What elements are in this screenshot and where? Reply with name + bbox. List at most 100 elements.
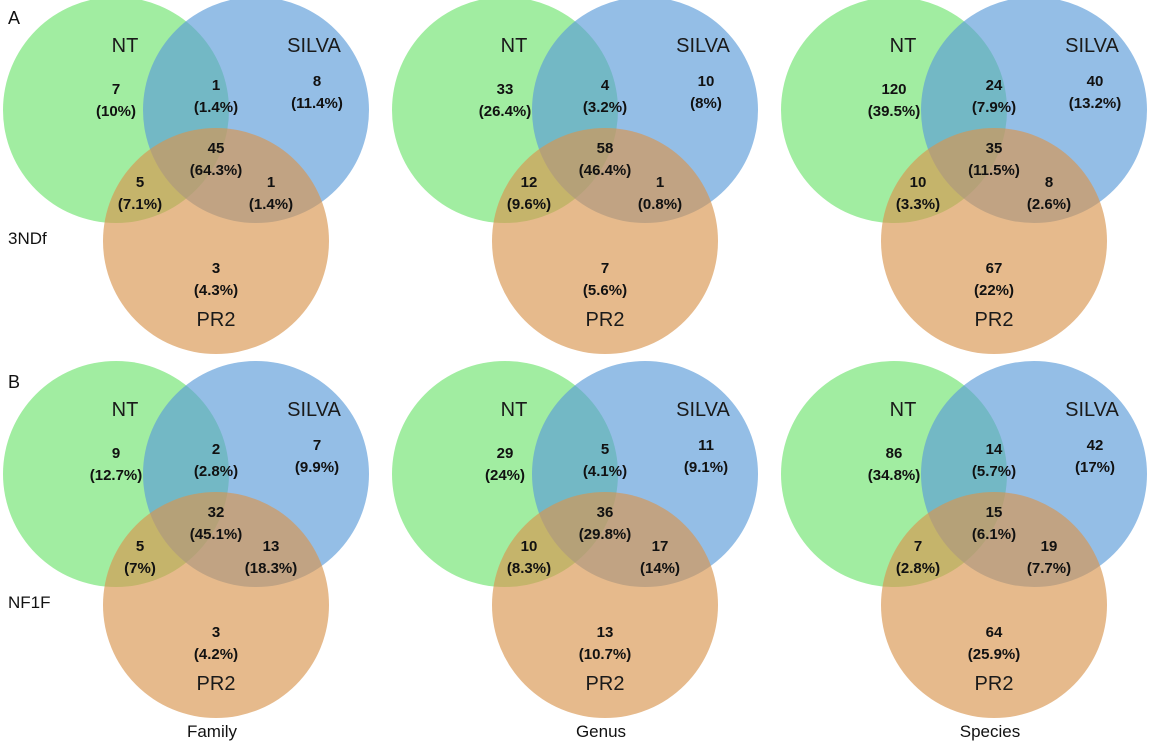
- region-count-nt-only: 7: [112, 81, 120, 98]
- region-percent-nt-silva: (1.4%): [194, 99, 238, 116]
- venn-panel-NF1F-Genus: NT SILVA PR2 29 (24%) 11 (9.1%) 5 (4.1%) 36 (29.8%…: [392, 361, 758, 718]
- region-percent-nt-pr2: (3.3%): [896, 196, 940, 213]
- region-count-nt-pr2: 10: [521, 538, 538, 555]
- pr2-set-label: PR2: [197, 309, 236, 331]
- region-count-silva-only: 8: [313, 73, 321, 90]
- venn-panel-3NDf-Species: NT SILVA PR2 120 (39.5%) 40 (13.2%) 24 (7.9%) 35 (…: [781, 0, 1147, 354]
- region-count-nt-pr2: 10: [910, 174, 927, 191]
- region-percent-all: (64.3%): [190, 162, 243, 179]
- row-label: 3NDf: [8, 229, 47, 248]
- region-count-silva-pr2: 13: [263, 538, 280, 555]
- region-count-nt-only: 33: [497, 81, 514, 98]
- region-count-silva-only: 40: [1087, 73, 1104, 90]
- region-percent-nt-pr2: (9.6%): [507, 196, 551, 213]
- pr2-set-label: PR2: [586, 673, 625, 695]
- region-count-nt-pr2: 12: [521, 174, 538, 191]
- silva-set-label: SILVA: [1065, 399, 1119, 421]
- region-percent-all: (11.5%): [968, 162, 1020, 179]
- nt-set-label: NT: [112, 35, 139, 57]
- nt-set-label: NT: [890, 399, 917, 421]
- region-percent-silva-only: (13.2%): [1069, 95, 1122, 112]
- region-percent-all: (45.1%): [190, 526, 243, 543]
- region-percent-all: (29.8%): [579, 526, 632, 543]
- nt-set-label: NT: [501, 35, 528, 57]
- region-percent-pr2-only: (25.9%): [968, 646, 1021, 663]
- region-percent-silva-only: (9.9%): [295, 459, 339, 476]
- region-percent-pr2-only: (10.7%): [579, 646, 632, 663]
- region-count-nt-silva: 24: [986, 77, 1003, 94]
- region-count-all: 32: [208, 504, 225, 521]
- column-label-genus: Genus: [576, 722, 626, 741]
- region-count-all: 36: [597, 504, 614, 521]
- pr2-set-label: PR2: [975, 309, 1014, 331]
- region-percent-pr2-only: (4.2%): [194, 646, 238, 663]
- silva-set-label: SILVA: [676, 35, 730, 57]
- region-percent-silva-pr2: (7.7%): [1027, 560, 1071, 577]
- region-percent-nt-only: (10%): [96, 103, 136, 120]
- region-percent-nt-only: (34.8%): [868, 467, 921, 484]
- region-percent-silva-pr2: (18.3%): [245, 560, 298, 577]
- region-percent-nt-only: (24%): [485, 467, 525, 484]
- region-count-silva-only: 42: [1087, 437, 1104, 454]
- region-percent-pr2-only: (4.3%): [194, 282, 238, 299]
- region-percent-silva-only: (9.1%): [684, 459, 728, 476]
- region-percent-nt-silva: (3.2%): [583, 99, 627, 116]
- region-count-nt-only: 9: [112, 445, 120, 462]
- region-count-silva-pr2: 19: [1041, 538, 1058, 555]
- region-count-nt-silva: 4: [601, 77, 610, 94]
- region-percent-nt-pr2: (7.1%): [118, 196, 162, 213]
- region-count-silva-pr2: 17: [652, 538, 669, 555]
- region-count-silva-only: 11: [698, 437, 714, 454]
- region-count-silva-pr2: 8: [1045, 174, 1053, 191]
- region-count-pr2-only: 3: [212, 260, 220, 277]
- region-percent-nt-only: (39.5%): [868, 103, 921, 120]
- pr2-circle: [881, 492, 1107, 718]
- region-count-pr2-only: 3: [212, 624, 220, 641]
- region-percent-pr2-only: (5.6%): [583, 282, 627, 299]
- region-count-nt-only: 86: [886, 445, 903, 462]
- region-count-silva-pr2: 1: [656, 174, 664, 191]
- pr2-circle: [492, 128, 718, 354]
- nt-set-label: NT: [112, 399, 139, 421]
- region-percent-nt-silva: (7.9%): [972, 99, 1016, 116]
- region-count-pr2-only: 64: [986, 624, 1003, 641]
- panel-letter: B: [8, 372, 20, 392]
- venn-panel-3NDf-Family: NT SILVA PR2 7 (10%) 8 (11.4%) 1 (1.4%) 45 (64.3%)…: [3, 0, 369, 354]
- venn-panel-NF1F-Family: NT SILVA PR2 9 (12.7%) 7 (9.9%) 2 (2.8%) 32 (45.1%…: [3, 361, 369, 718]
- region-percent-silva-pr2: (2.6%): [1027, 196, 1071, 213]
- pr2-circle: [103, 492, 329, 718]
- region-count-silva-only: 10: [698, 73, 715, 90]
- region-percent-silva-only: (11.4%): [291, 95, 343, 112]
- region-percent-nt-silva: (2.8%): [194, 463, 238, 480]
- region-percent-pr2-only: (22%): [974, 282, 1014, 299]
- region-percent-nt-pr2: (2.8%): [896, 560, 940, 577]
- region-percent-silva-pr2: (14%): [640, 560, 680, 577]
- region-count-all: 35: [986, 140, 1003, 157]
- pr2-circle: [881, 128, 1107, 354]
- region-count-pr2-only: 67: [986, 260, 1003, 277]
- region-count-pr2-only: 13: [597, 624, 614, 641]
- region-percent-nt-pr2: (7%): [124, 560, 156, 577]
- row-label: NF1F: [8, 593, 51, 612]
- region-count-all: 15: [986, 504, 1003, 521]
- pr2-circle: [103, 128, 329, 354]
- region-percent-silva-only: (17%): [1075, 459, 1115, 476]
- region-count-all: 45: [208, 140, 225, 157]
- region-count-silva-pr2: 1: [267, 174, 275, 191]
- venn-panel-3NDf-Genus: NT SILVA PR2 33 (26.4%) 10 (8%) 4 (3.2%) 58 (46.4%…: [392, 0, 758, 354]
- region-percent-silva-only: (8%): [690, 95, 722, 112]
- region-percent-nt-silva: (4.1%): [583, 463, 627, 480]
- column-label-family: Family: [187, 722, 238, 741]
- column-label-species: Species: [960, 722, 1020, 741]
- pr2-circle: [492, 492, 718, 718]
- region-percent-all: (46.4%): [579, 162, 632, 179]
- silva-set-label: SILVA: [676, 399, 730, 421]
- region-count-nt-silva: 5: [601, 441, 609, 458]
- panel-letter: A: [8, 8, 20, 28]
- region-count-silva-only: 7: [313, 437, 321, 454]
- region-percent-silva-pr2: (0.8%): [638, 196, 682, 213]
- pr2-set-label: PR2: [586, 309, 625, 331]
- region-count-nt-silva: 14: [986, 441, 1003, 458]
- pr2-set-label: PR2: [197, 673, 236, 695]
- region-percent-nt-only: (26.4%): [479, 103, 532, 120]
